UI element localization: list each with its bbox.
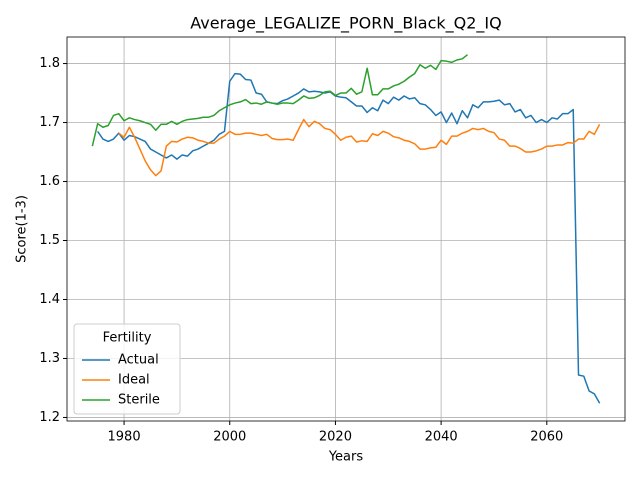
x-tick-label: 1980 xyxy=(108,430,141,445)
y-tick-label: 1.3 xyxy=(39,351,60,366)
y-axis-label: Score(1-3) xyxy=(15,195,30,263)
x-tick-label: 2020 xyxy=(319,430,352,445)
y-tick-label: 1.8 xyxy=(39,56,60,71)
legend-box xyxy=(73,323,181,415)
chart-title: Average_LEGALIZE_PORN_Black_Q2_IQ xyxy=(190,14,501,34)
x-tick-label: 2060 xyxy=(530,430,563,445)
y-tick-label: 1.7 xyxy=(39,115,60,130)
x-tick-label: 2000 xyxy=(213,430,246,445)
y-tick-label: 1.5 xyxy=(39,233,60,248)
legend-label: Sterile xyxy=(118,393,160,408)
y-tick-label: 1.4 xyxy=(39,292,60,307)
y-tick-label: 1.6 xyxy=(39,174,60,189)
legend-label: Ideal xyxy=(118,373,150,388)
x-axis-label: Years xyxy=(328,450,364,465)
legend-title: Fertility xyxy=(103,331,152,346)
x-tick-label: 2040 xyxy=(425,430,458,445)
series-line xyxy=(118,118,601,177)
plot-frame xyxy=(66,36,626,422)
y-tick-label: 1.2 xyxy=(39,410,60,425)
legend-label: Actual xyxy=(118,353,159,368)
series-line xyxy=(91,54,468,147)
series-line xyxy=(97,72,601,404)
legend: Fertility Actual Ideal Sterile xyxy=(73,323,181,415)
